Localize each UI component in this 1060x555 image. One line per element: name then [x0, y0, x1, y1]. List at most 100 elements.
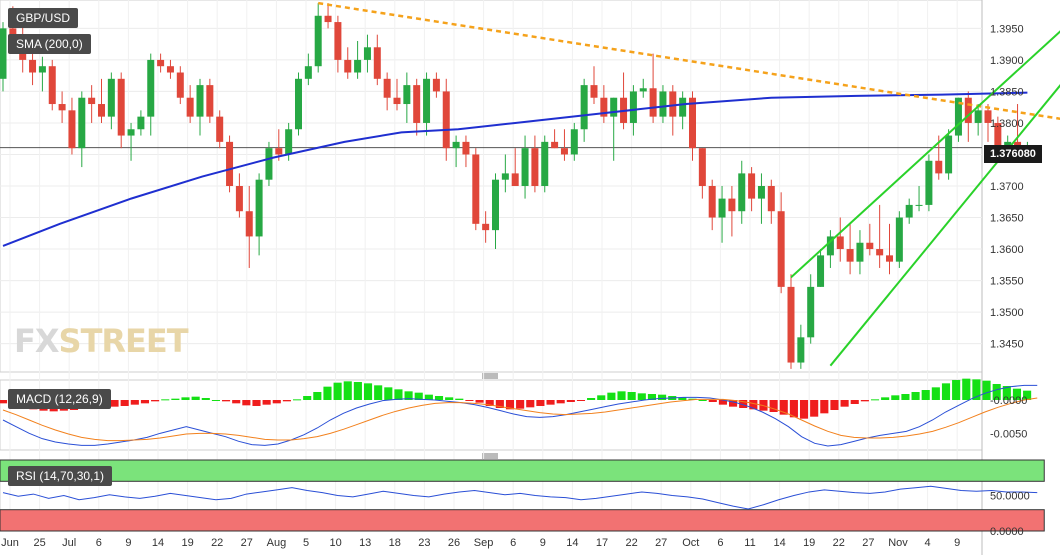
macd-tick-label: -0.0000	[990, 395, 1027, 407]
macd-histogram-bar	[414, 392, 423, 400]
candle	[147, 53, 155, 136]
macd-histogram-bar	[465, 400, 474, 401]
candle	[954, 97, 962, 142]
candle	[0, 22, 7, 92]
rsi-label[interactable]: RSI (14,70,30,1)	[8, 466, 113, 486]
candle	[511, 148, 519, 186]
macd-histogram-bar	[384, 387, 393, 400]
candle	[107, 72, 115, 130]
candle-body	[0, 28, 7, 79]
y-tick-label: 1.3500	[990, 307, 1024, 319]
candle-body	[856, 242, 864, 262]
candle-body	[738, 173, 746, 212]
candle	[551, 129, 559, 149]
macd-histogram-bar	[404, 391, 413, 400]
candle-body	[895, 217, 903, 262]
candle	[541, 135, 549, 193]
candle	[856, 230, 864, 275]
macd-histogram-bar	[769, 400, 778, 412]
candle	[48, 59, 56, 111]
x-tick-label: Aug	[267, 537, 287, 549]
candle-body	[679, 97, 687, 117]
macd-histogram-bar	[840, 400, 849, 407]
candle-body	[826, 236, 834, 256]
y-tick-label: 1.3700	[990, 181, 1024, 193]
candle	[235, 173, 243, 218]
macd-histogram-bar	[576, 400, 586, 401]
candle-body	[452, 141, 460, 149]
macd-histogram-bar	[201, 398, 210, 400]
x-tick-label: Oct	[682, 537, 699, 549]
x-tick-label: 26	[448, 537, 460, 549]
x-tick-label: 14	[773, 537, 785, 549]
x-tick-label: 25	[33, 537, 45, 549]
candle-body	[196, 85, 204, 117]
x-tick-label: 9	[954, 537, 960, 549]
y-tick-label: 1.3800	[990, 118, 1024, 130]
macd-histogram-bar	[120, 400, 129, 406]
candle	[127, 122, 135, 161]
macd-histogram-bar	[526, 400, 535, 408]
macd-label[interactable]: MACD (12,26,9)	[8, 389, 111, 409]
candle	[531, 135, 539, 193]
candle	[413, 78, 421, 136]
symbol-label[interactable]: GBP/USD	[8, 8, 79, 28]
candle-body	[275, 148, 283, 155]
candle	[78, 91, 86, 168]
candle-body	[748, 173, 756, 199]
channel-upper-line	[790, 30, 1060, 279]
macd-histogram-bar	[232, 400, 241, 404]
candle	[836, 217, 844, 262]
candle	[886, 223, 893, 275]
macd-histogram-bar	[729, 400, 738, 407]
macd-histogram-bar	[597, 395, 606, 400]
candle-body	[531, 148, 539, 186]
x-tick-label: Jun	[1, 537, 19, 549]
candle-body	[836, 236, 844, 250]
candle-body	[935, 160, 943, 174]
macd-histogram-bar	[1002, 386, 1011, 400]
x-tick-label: 11	[744, 537, 755, 549]
macd-histogram-bar	[779, 400, 788, 415]
candle	[590, 66, 598, 105]
candle-body	[994, 122, 1002, 149]
candle-body	[482, 223, 490, 231]
macd-histogram-bar	[566, 400, 575, 402]
x-tick-label: 19	[803, 537, 815, 549]
candle	[669, 85, 677, 136]
macd-histogram-bar	[455, 398, 464, 400]
candle	[442, 78, 450, 161]
x-tick-label: Jul	[62, 537, 76, 549]
macd-histogram-bar	[911, 392, 920, 400]
candle-body	[915, 204, 923, 206]
candle-body	[649, 88, 657, 117]
candle-body	[600, 97, 608, 117]
sma-label[interactable]: SMA (200,0)	[8, 34, 91, 54]
x-tick-label: Nov	[888, 537, 908, 549]
candle-body	[107, 78, 115, 117]
candle	[314, 3, 322, 73]
candle-body	[127, 129, 135, 136]
macd-histogram-bar	[495, 400, 504, 408]
x-tick-label: 22	[833, 537, 845, 549]
macd-histogram-bar	[830, 400, 839, 410]
candle	[600, 85, 608, 123]
candle-body	[708, 186, 716, 218]
candle-body	[295, 78, 302, 130]
candle	[226, 135, 234, 193]
candle	[738, 160, 746, 224]
macd-histogram-bar	[962, 378, 971, 400]
macd-histogram-bar	[536, 400, 545, 406]
fxstreet-watermark: FXSTREET	[14, 322, 189, 360]
x-tick-label: 19	[181, 537, 193, 549]
macd-histogram-bar	[242, 400, 251, 406]
candle	[117, 72, 125, 149]
macd-histogram-bar	[931, 387, 940, 400]
macd-histogram-bar	[749, 400, 758, 410]
candle	[482, 211, 490, 243]
macd-histogram-bar	[891, 395, 900, 400]
candle	[383, 72, 391, 111]
macd-histogram-bar	[282, 400, 291, 402]
candle	[334, 15, 342, 73]
macd-histogram-bar	[799, 400, 809, 419]
